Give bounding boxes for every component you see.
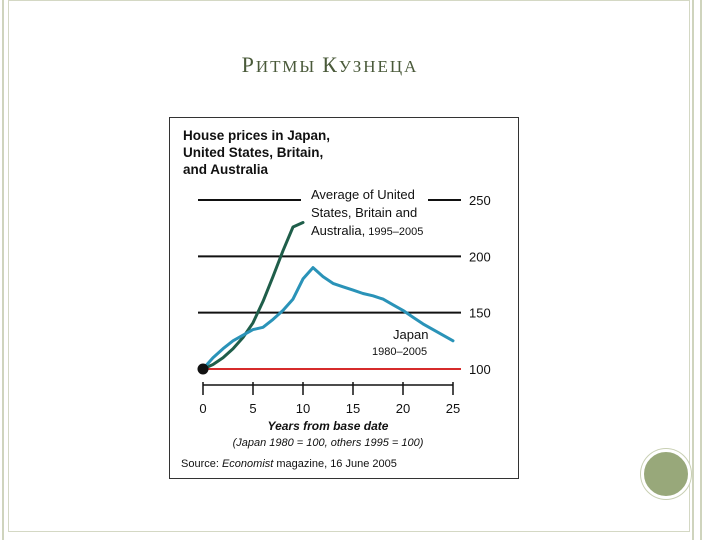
series-line-1 xyxy=(201,266,455,371)
slide-title-initial: К xyxy=(322,52,339,77)
y-tick-label: 100 xyxy=(469,362,491,377)
x-tick-label: 10 xyxy=(296,401,310,416)
slide-title-rest: ИТМЫ xyxy=(255,57,317,76)
series-label-average-period: 1995–2005 xyxy=(365,226,423,238)
slide-title-initial: Р xyxy=(241,52,256,77)
series-label-average-region: Australia, xyxy=(311,223,365,238)
series-line-0 xyxy=(201,221,305,371)
series-label-average-last: Australia, 1995–2005 xyxy=(311,223,423,238)
chart-svg: House prices in Japan, United States, Bri… xyxy=(181,128,491,470)
x-tick-label: 0 xyxy=(199,401,206,416)
y-tick-label: 150 xyxy=(469,306,491,321)
x-tick-label: 25 xyxy=(446,401,460,416)
source-prefix: Source: xyxy=(181,458,222,470)
slide-title-text: РИТМЫ КУЗНЕЦА xyxy=(242,52,419,78)
chart-panel: House prices in Japan, United States, Bri… xyxy=(169,117,519,479)
x-axis-label: Years from base date xyxy=(268,419,389,433)
slide-title-rest: УЗНЕЦА xyxy=(338,57,419,76)
source-suffix: magazine, 16 June 2005 xyxy=(273,458,397,470)
chart-title-line: United States, Britain, xyxy=(183,145,323,160)
x-tick-label: 15 xyxy=(346,401,360,416)
chart-title-line: House prices in Japan, xyxy=(183,128,330,143)
right-rail xyxy=(692,0,694,540)
decorative-circle-icon xyxy=(641,449,691,499)
slide-title: РИТМЫ КУЗНЕЦА xyxy=(0,52,660,78)
series-label-average-line: Average of United xyxy=(311,187,415,202)
series-label-japan: Japan xyxy=(393,327,428,342)
series-label-average-line: States, Britain and xyxy=(311,205,417,220)
x-tick-label: 20 xyxy=(396,401,410,416)
source-publication: Economist xyxy=(222,458,274,470)
y-tick-label: 250 xyxy=(469,193,491,208)
y-tick-label: 200 xyxy=(469,249,491,264)
x-tick-label: 5 xyxy=(249,401,256,416)
series-label-japan-period: 1980–2005 xyxy=(372,346,427,358)
source-note: Source: Economist magazine, 16 June 2005 xyxy=(181,458,397,470)
x-axis-note: (Japan 1980 = 100, others 1995 = 100) xyxy=(233,437,424,449)
slide-frame xyxy=(8,0,690,532)
origin-marker xyxy=(197,363,209,375)
left-rail xyxy=(2,0,4,540)
chart-title-line: and Australia xyxy=(183,162,269,177)
right-rail-outer xyxy=(700,0,702,540)
